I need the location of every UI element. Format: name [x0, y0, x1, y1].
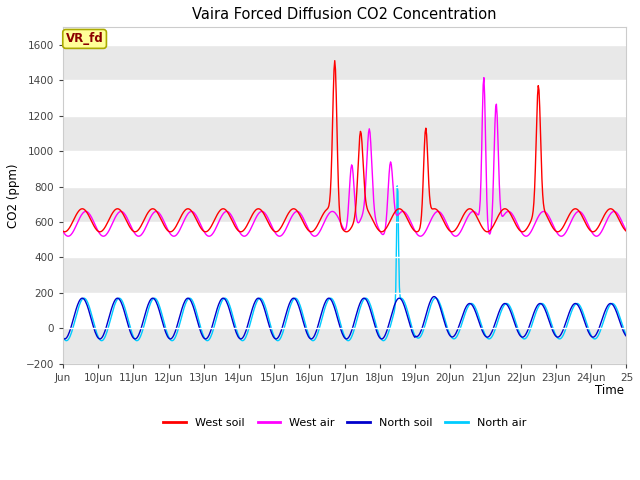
- Y-axis label: CO2 (ppm): CO2 (ppm): [7, 163, 20, 228]
- Legend: West soil, West air, North soil, North air: West soil, West air, North soil, North a…: [159, 413, 531, 432]
- Bar: [63, 328, 627, 364]
- Bar: [63, 187, 627, 222]
- Bar: [63, 257, 627, 293]
- Bar: [63, 45, 627, 80]
- X-axis label: Time: Time: [595, 384, 623, 397]
- Bar: [63, 116, 627, 151]
- Title: Vaira Forced Diffusion CO2 Concentration: Vaira Forced Diffusion CO2 Concentration: [193, 7, 497, 22]
- Text: VR_fd: VR_fd: [66, 33, 104, 46]
